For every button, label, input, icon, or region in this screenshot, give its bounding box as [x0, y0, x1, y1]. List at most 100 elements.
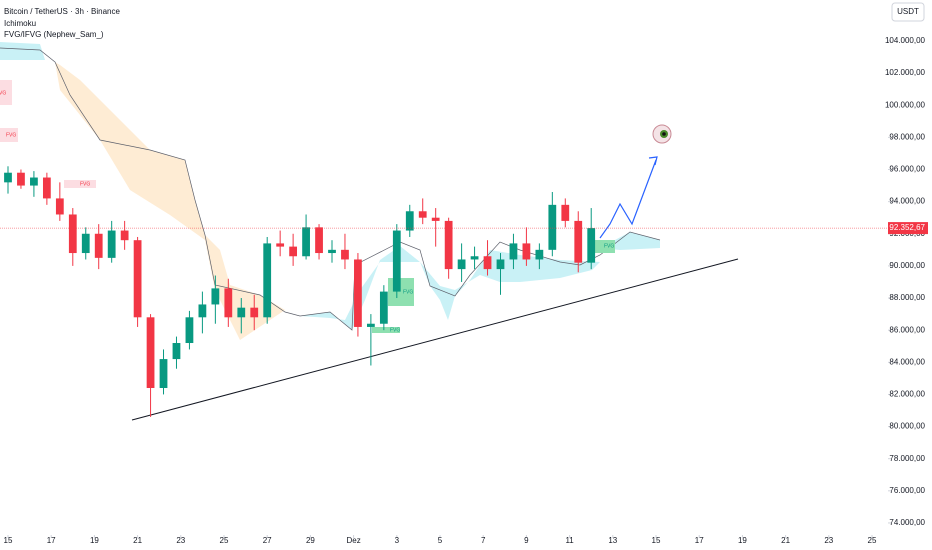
candle-body [4, 172, 12, 183]
y-tick-label: 84.000,00 [889, 357, 925, 366]
candle-body [379, 291, 388, 324]
y-tick-label: 86.000,00 [889, 325, 925, 334]
candle-body [17, 172, 25, 186]
x-tick-label: 21 [133, 536, 142, 545]
candle-body [587, 228, 596, 263]
x-tick-label: 21 [781, 536, 790, 545]
x-tick-label: 7 [481, 536, 486, 545]
candle-body [341, 249, 349, 260]
candle-body [483, 256, 492, 270]
candle-body [354, 259, 362, 327]
candle-body [457, 259, 466, 270]
eye-pupil [662, 132, 666, 136]
x-tick-label: 27 [263, 536, 272, 545]
x-tick-label: Dez [346, 536, 360, 545]
trendline [131, 258, 739, 421]
candle-body [120, 230, 129, 241]
candle-body [42, 177, 51, 199]
fvg-label: FVG [403, 289, 413, 295]
candle-body [328, 249, 336, 254]
candle-body [535, 249, 544, 260]
candle-body [289, 246, 298, 257]
cloud [55, 62, 285, 340]
y-tick-label: 100.000,00 [885, 100, 926, 109]
fvg-box [0, 80, 12, 105]
y-tick-label: 104.000,00 [885, 36, 926, 45]
y-tick-label: 94.000,00 [889, 197, 925, 206]
candle-body [302, 227, 310, 257]
chart-title: Bitcoin / TetherUS · 3h · Binance [4, 7, 120, 16]
fvg-label: FVG [604, 243, 614, 249]
y-tick-label: 98.000,00 [889, 132, 925, 141]
fvg-label: FVG [6, 132, 16, 138]
fvg-label: FVG [390, 327, 400, 333]
candle-body [444, 220, 453, 270]
x-tick-label: 17 [695, 536, 704, 545]
candle-body [496, 259, 505, 270]
x-tick-label: 29 [306, 536, 315, 545]
candle-body [470, 256, 479, 260]
last-price-box [888, 222, 928, 235]
candle-body [198, 304, 207, 318]
candle-body [522, 243, 531, 260]
x-tick-label: 15 [4, 536, 13, 545]
y-tick-label: 74.000,00 [889, 518, 925, 527]
fvg-box [388, 278, 414, 306]
cloud [300, 246, 600, 330]
cloud [0, 42, 45, 60]
currency[interactable]: USDT [897, 7, 919, 16]
last-price-label: 92.352,67 [889, 223, 925, 232]
candle-body [276, 243, 285, 247]
fvg-box [64, 180, 96, 188]
candle-body [68, 214, 77, 254]
candle-body [224, 288, 233, 318]
candle-body [392, 230, 401, 292]
candle-body [561, 204, 570, 221]
candle-body [366, 323, 375, 327]
y-tick-label: 82.000,00 [889, 390, 925, 399]
indicator-label: Ichimoku [4, 19, 36, 28]
y-tick-label: 78.000,00 [889, 454, 925, 463]
currency-box[interactable] [891, 2, 925, 22]
x-tick-label: 19 [738, 536, 747, 545]
y-tick-label: 80.000,00 [889, 422, 925, 431]
x-tick-label: 13 [608, 536, 617, 545]
candle-body [172, 343, 181, 360]
x-tick-label: 11 [565, 536, 574, 545]
candle-body [185, 317, 194, 344]
indicator-label: FVG/IFVG (Nephew_Sam_) [4, 30, 104, 39]
candle-body [263, 243, 272, 318]
projection [599, 159, 657, 239]
fvg-box [590, 240, 615, 253]
candle-body [107, 230, 116, 258]
y-tick-label: 102.000,00 [885, 68, 926, 77]
x-tick-label: 3 [395, 536, 400, 545]
candle-body [548, 204, 557, 250]
candle-body [94, 233, 103, 258]
candle-body [159, 359, 168, 388]
y-tick-label: 96.000,00 [889, 165, 925, 174]
candle-body [250, 307, 259, 318]
x-tick-label: 23 [824, 536, 833, 545]
x-tick-label: 9 [524, 536, 529, 545]
candle-body [211, 288, 220, 305]
y-tick-label: 90.000,00 [889, 261, 925, 270]
arrowhead [648, 156, 658, 166]
candle-body [133, 240, 142, 318]
candle-body [237, 307, 246, 318]
x-tick-label: 19 [90, 536, 99, 545]
candle-body [418, 211, 427, 218]
candle-body [146, 317, 155, 388]
x-tick-label: 23 [176, 536, 185, 545]
y-tick-label: 88.000,00 [889, 293, 925, 302]
fvg-label: FVG [0, 90, 6, 96]
candle-body [315, 227, 323, 254]
x-tick-label: 25 [868, 536, 877, 545]
candle-body [30, 177, 38, 186]
fvg-box [372, 327, 400, 333]
candle-body [405, 211, 414, 231]
x-tick-label: 15 [652, 536, 661, 545]
candle-body [574, 220, 583, 263]
